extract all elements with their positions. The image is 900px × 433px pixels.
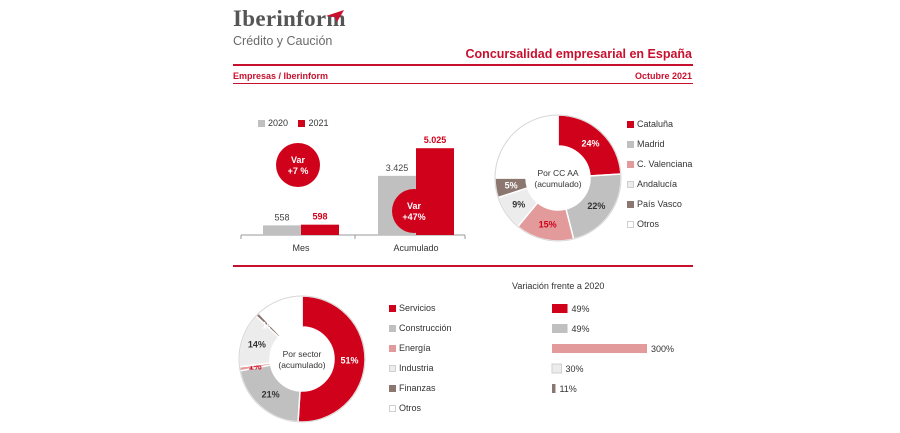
legend-item-Andalucía: Andalucía (627, 179, 692, 199)
legend-swatch-Servicios (389, 305, 396, 313)
var-badge-text-Mes-0: Var (291, 155, 306, 165)
legend-swatch-Andalucía (627, 181, 634, 189)
legend-label-Energía: Energía (399, 343, 431, 353)
legend-sector: Servicios Construcción Energía Industria Fin… (389, 303, 452, 423)
legend-item-País Vasco: País Vasco (627, 199, 692, 219)
legend-label-Otros: Otros (399, 403, 422, 413)
bar-2020-Mes (263, 225, 301, 235)
donut-center-label-1: (acumulado) (278, 360, 325, 370)
bar-2021-Mes (301, 224, 339, 235)
variation-bar-Energía (552, 344, 647, 353)
slice-label-Madrid: 22% (587, 201, 605, 211)
donut-outline (238, 295, 366, 423)
legend-item-Madrid: Madrid (627, 139, 692, 159)
variation-label-Construcción: 49% (572, 324, 590, 334)
var-badge-text-Acumulado-0: Var (407, 201, 422, 211)
slice-label-Energía: 1% (249, 361, 262, 371)
variation-title: Variación frente a 2020 (512, 281, 605, 291)
legend-2020-label: 2020 (268, 118, 289, 128)
legend-item-Otros: Otros (627, 219, 692, 239)
legend-item-Construcción: Construcción (389, 323, 452, 343)
legend-item-Servicios: Servicios (389, 303, 452, 323)
legend-2021-label: 2021 (308, 118, 329, 128)
legend-swatch-Energía (389, 345, 396, 353)
variation-label-Finanzas: 11% (559, 384, 576, 394)
variation-label-Industria: 30% (566, 364, 584, 374)
slice-label-Cataluña: 24% (582, 138, 600, 148)
legend-2021: 2021 (298, 118, 329, 128)
section-divider (233, 265, 693, 267)
variation-bar-Servicios (552, 304, 568, 313)
bar-label-2021-Mes: 598 (312, 212, 327, 222)
legend-item-Finanzas: Finanzas (389, 383, 452, 403)
legend-label-Servicios: Servicios (399, 303, 436, 313)
legend-item-Energía: Energía (389, 343, 452, 363)
page-title: Concursalidad empresarial en España (465, 47, 692, 61)
variation-bar-Finanzas (552, 384, 556, 393)
legend-ccaa: Cataluña Madrid C. Valenciana Andalucía País… (627, 119, 692, 239)
slice-label-Servicios: 51% (340, 355, 358, 365)
slice-label-Industria: 14% (248, 339, 266, 349)
legend-swatch-Otros (389, 405, 396, 413)
legend-2021-swatch (298, 120, 306, 128)
bar-label-2020-Mes: 558 (274, 212, 289, 222)
title-divider (233, 64, 693, 66)
legend-label-Andalucía: Andalucía (637, 179, 678, 189)
legend-label-Otros: Otros (637, 219, 660, 229)
legend-item-Cataluña: Cataluña (627, 119, 692, 139)
donut-center-label-0: Por sector (283, 349, 322, 359)
var-badge-Mes (276, 143, 320, 187)
legend-swatch-C. Valenciana (627, 161, 634, 169)
source-label: Empresas / Iberinform (233, 71, 329, 81)
slice-label-Construcción: 21% (262, 390, 280, 400)
brand-logo: Iberinform (233, 6, 346, 31)
legend-label-Cataluña: Cataluña (637, 119, 674, 129)
legend-2020-swatch (258, 120, 265, 128)
variation-bar-chart: 49% 49% 300% 30% 11% (551, 304, 674, 394)
legend-item-Industria: Industria (389, 363, 452, 383)
donut-center-label-0: Por CC AA (537, 168, 578, 178)
legend-swatch-Construcción (389, 325, 396, 333)
legend-swatch-Otros (627, 221, 634, 229)
variation-bar-Construcción (552, 324, 568, 333)
legend-item-Otros: Otros (389, 403, 452, 423)
donut-sector: 51% 21% 1% 14% 1% Por sector(acumulado) (238, 295, 366, 423)
legend-label-Finanzas: Finanzas (399, 383, 436, 393)
slice-label-Andalucía: 9% (512, 200, 525, 210)
legend-swatch-Industria (389, 365, 396, 373)
legend-label-Industria: Industria (399, 363, 434, 373)
legend-label-Madrid: Madrid (637, 139, 665, 149)
brand-subtitle: Crédito y Caución (233, 34, 333, 48)
category-label-Mes: Mes (292, 243, 310, 253)
donut-center-label-1: (acumulado) (534, 179, 581, 189)
slice-label-Finanzas: 1% (262, 320, 275, 330)
slice-label-País Vasco: 5% (505, 180, 518, 190)
var-badge-text-Mes-1: +7 % (288, 166, 309, 176)
var-badge-Acumulado (392, 189, 436, 233)
var-badge-text-Acumulado-1: +47% (402, 212, 425, 222)
legend-label-País Vasco: País Vasco (637, 199, 682, 209)
variation-label-Energía: 300% (651, 344, 674, 354)
legend-swatch-Finanzas (389, 385, 396, 393)
category-label-Acumulado: Acumulado (393, 243, 438, 253)
plane-icon (326, 10, 344, 22)
bar-legend: 2020 2021 (258, 113, 329, 131)
legend-swatch-Madrid (627, 141, 634, 149)
legend-2020: 2020 (258, 118, 288, 128)
bar-label-2021-Acumulado: 5.025 (424, 135, 447, 145)
legend-swatch-País Vasco (627, 201, 634, 209)
variation-label-Servicios: 49% (572, 304, 590, 314)
donut-outline (494, 114, 622, 242)
bar-label-2020-Acumulado: 3.425 (386, 163, 409, 173)
donut-ccaa: 24% 22% 15% 9% 5% Por CC AA(acumulado) (494, 114, 622, 242)
legend-label-Construcción: Construcción (399, 323, 452, 333)
legend-item-C. Valenciana: C. Valenciana (627, 159, 692, 179)
legend-swatch-Cataluña (627, 121, 634, 129)
subtitle-divider (233, 83, 693, 84)
legend-label-C. Valenciana: C. Valenciana (637, 159, 693, 169)
slice-label-C. Valenciana: 15% (539, 219, 557, 229)
date-label: Octubre 2021 (634, 71, 692, 81)
variation-bar-Industria (551, 363, 562, 374)
